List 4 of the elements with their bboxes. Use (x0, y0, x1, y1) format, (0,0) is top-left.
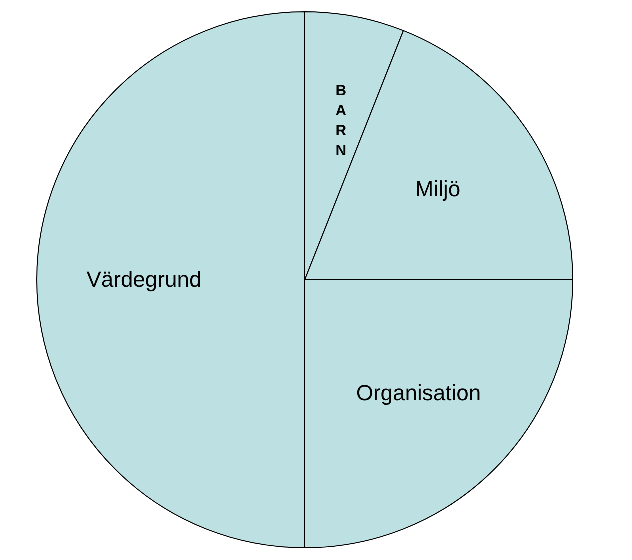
slice-label: Organisation (356, 380, 482, 406)
slice-label: BARN (336, 82, 347, 160)
slice-label: Miljö (415, 176, 461, 202)
slice-label: Värdegrund (86, 267, 202, 292)
